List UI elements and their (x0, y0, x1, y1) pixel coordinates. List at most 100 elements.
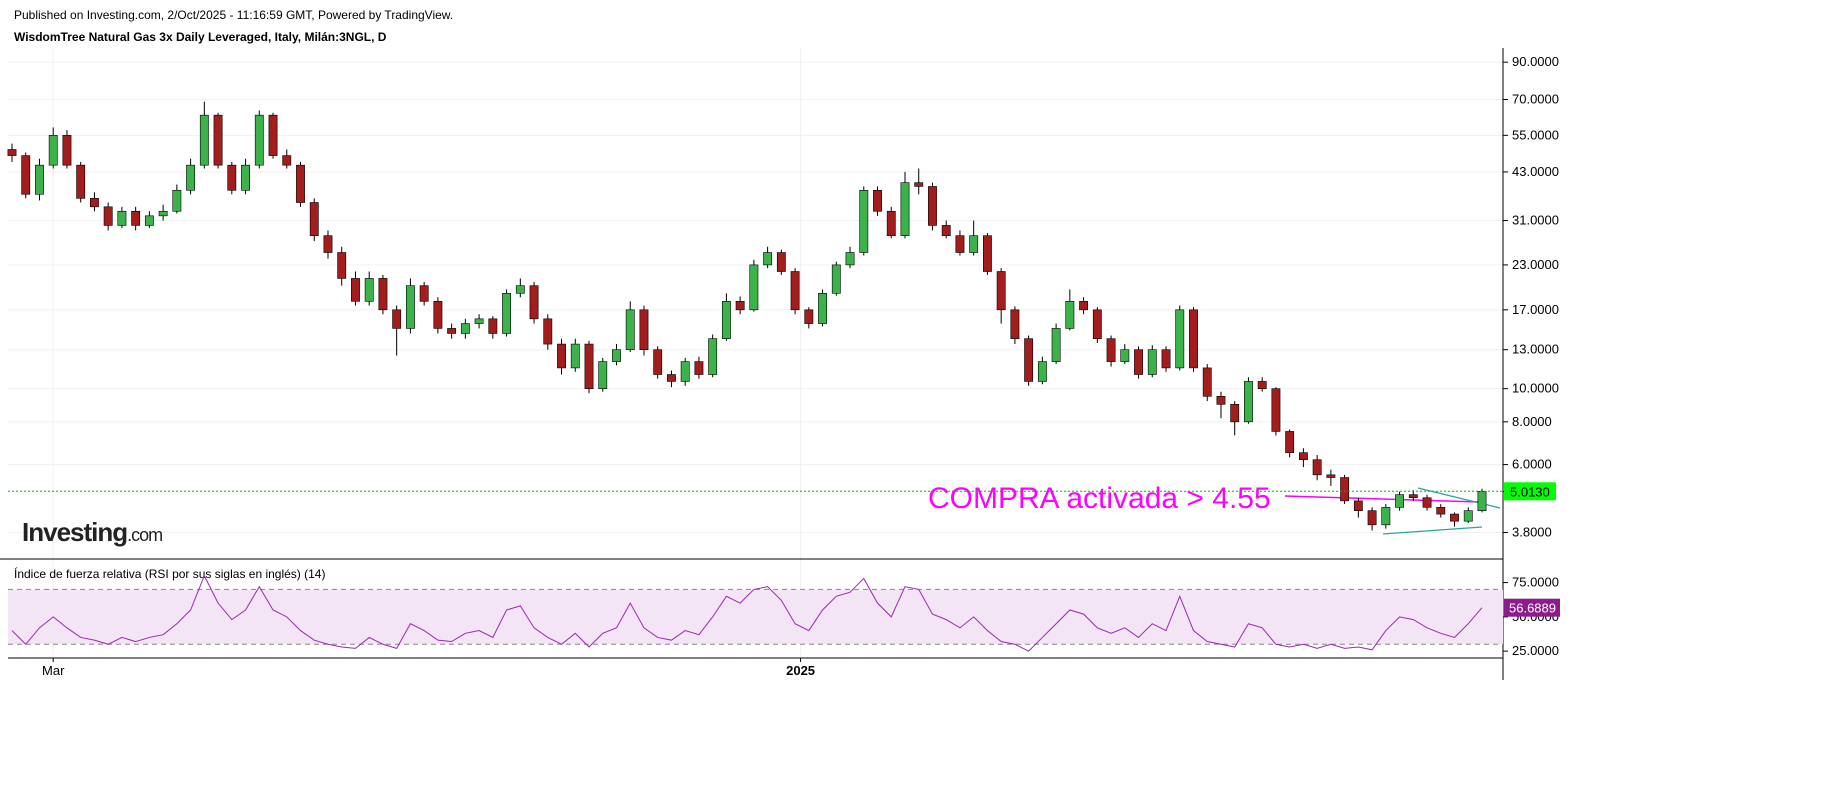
candle-body (1024, 338, 1034, 382)
candle-body (254, 114, 264, 166)
candle-body (557, 343, 566, 369)
candle-body (1271, 388, 1281, 432)
candle-body (639, 309, 649, 350)
candle-body (158, 210, 168, 217)
candle-body (364, 278, 374, 302)
candle-body (1230, 404, 1240, 423)
annotation: COMPRA activada > 4.55 (928, 482, 1271, 515)
candle-body (1312, 459, 1322, 476)
candle-body (460, 323, 470, 334)
candle-body (48, 135, 58, 166)
candle-body (213, 114, 223, 166)
y-tick-label: 31.0000 (1512, 213, 1559, 228)
candle-body (625, 309, 635, 350)
y-tick-label: 13.0000 (1512, 342, 1559, 357)
candle-body (35, 164, 44, 195)
candle-body (749, 264, 759, 311)
candle-body (103, 206, 113, 226)
logo-main: Investing (22, 517, 127, 547)
candle-body (584, 343, 594, 389)
rsi-band (8, 589, 1503, 645)
candle-body (928, 186, 937, 226)
candle-body (914, 182, 924, 187)
y-tick-label: 90.0000 (1512, 54, 1559, 69)
candle-body (735, 301, 745, 311)
candle-body (1326, 474, 1336, 478)
candle-body (1353, 500, 1363, 511)
candle-body (1395, 494, 1404, 508)
candle-body (144, 215, 154, 226)
candle-body (969, 235, 979, 253)
candle-body (1408, 494, 1418, 499)
candle-body (1450, 513, 1459, 522)
y-tick-label: 23.0000 (1512, 257, 1559, 272)
candle-body (845, 252, 855, 266)
y-tick-label: 17.0000 (1512, 302, 1559, 317)
candle-body (323, 235, 333, 253)
candle-body (433, 301, 443, 329)
candle-body (873, 189, 882, 212)
candle-body (818, 292, 827, 324)
candle-body (502, 292, 512, 334)
candle-body (241, 164, 250, 191)
candle-body (419, 285, 429, 302)
y-tick-label: 75.0000 (1512, 575, 1559, 590)
rsi-label-bg (1504, 598, 1560, 617)
candle-body (982, 235, 992, 272)
candle-body (831, 264, 841, 294)
candle-body (1161, 349, 1171, 369)
candle-body (612, 349, 621, 362)
candle-body (76, 164, 86, 199)
candle-body (1340, 477, 1350, 502)
candle-body (1422, 497, 1432, 508)
candle-body (309, 202, 319, 236)
candle-body (199, 114, 209, 166)
price-label: 5.0130 (1510, 484, 1550, 499)
y-tick-label: 3.8000 (1512, 524, 1552, 539)
y-tick-label: 10.0000 (1512, 381, 1559, 396)
candle-body (1092, 309, 1102, 339)
candle-body (172, 189, 182, 212)
candle-body (1244, 381, 1253, 423)
candle-body (529, 285, 539, 320)
candle-body (570, 343, 580, 369)
x-tick-label: 2025 (786, 663, 815, 678)
trend-line (1382, 526, 1483, 535)
candle-body (680, 361, 690, 382)
candle-body (1175, 309, 1185, 369)
candle-body (763, 252, 773, 266)
candle-body (1367, 510, 1377, 526)
candle-body (1051, 328, 1061, 362)
candle-body (804, 309, 814, 324)
candle-body (721, 301, 731, 339)
candle-body (268, 114, 278, 156)
candle-body (337, 252, 347, 279)
y-tick-label: 70.0000 (1512, 92, 1559, 107)
candle-body (351, 278, 360, 302)
candle-body (447, 328, 457, 334)
candle-body (598, 361, 608, 389)
candle-body (1147, 349, 1157, 375)
candle-body (296, 164, 305, 203)
candle-body (1134, 349, 1143, 375)
candle-body (1216, 395, 1226, 405)
trend-line (1284, 495, 1481, 503)
candle-body (708, 338, 718, 375)
candle-body (282, 155, 292, 166)
candle-body (1381, 507, 1391, 526)
candle-body (7, 149, 17, 156)
candle-body (90, 198, 99, 208)
y-tick-label: 25.0000 (1512, 643, 1559, 658)
candle-body (941, 225, 951, 236)
price-label-bg (1504, 482, 1556, 501)
candle-body (1079, 301, 1089, 311)
candle-body (1463, 510, 1473, 522)
candle-body (1436, 507, 1446, 515)
candle-body (1202, 367, 1212, 397)
candle-body (859, 189, 869, 253)
candle-body (790, 271, 800, 311)
candle-body (1189, 309, 1198, 369)
logo: Investing.com (22, 517, 162, 547)
